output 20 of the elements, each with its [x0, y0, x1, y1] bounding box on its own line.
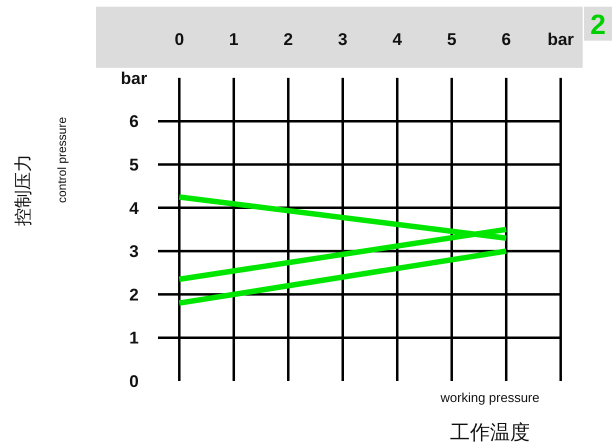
x-axis-title: 工作温度: [450, 422, 530, 442]
x-tick-label: bar: [547, 30, 574, 49]
text: working pressure: [440, 390, 540, 405]
x-tick-label: 2: [284, 30, 294, 49]
x-tick-label: 4: [392, 30, 403, 49]
x-tick-label: 0: [174, 30, 184, 49]
y-tick-label: bar: [120, 68, 148, 88]
y-tick-label: 3: [129, 242, 139, 262]
text: control pressure: [55, 116, 69, 204]
y-tick-label: 0: [129, 372, 139, 391]
y-tick-label: 6: [129, 112, 139, 132]
x-tick-label: 3: [338, 30, 348, 49]
x-tick-label: 1: [229, 30, 239, 49]
y-tick-label: 5: [129, 156, 139, 174]
y-axis-title: 控制压力: [13, 154, 33, 226]
y-tick-label: 2: [129, 285, 139, 304]
x-tick-label: 5: [446, 30, 456, 49]
y-tick-label: 1: [129, 328, 139, 348]
y-tick-label: 4: [129, 198, 140, 218]
x-tick-label: 6: [501, 30, 511, 49]
